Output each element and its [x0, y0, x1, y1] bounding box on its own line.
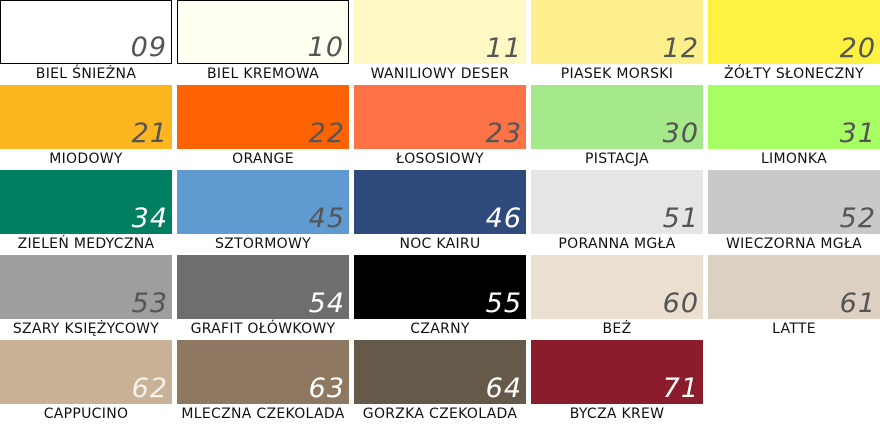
color-code: 12	[662, 33, 699, 64]
color-code: 10	[307, 32, 344, 63]
color-swatch[interactable]: 71	[531, 340, 703, 404]
color-swatch[interactable]: 09	[0, 0, 172, 64]
color-swatch-item[interactable]: 31 LIMONKA	[708, 85, 880, 170]
color-code: 61	[839, 288, 876, 319]
color-swatch[interactable]: 34	[0, 170, 172, 234]
color-swatch-item[interactable]: 64 GORZKA CZEKOLADA	[354, 340, 526, 425]
color-swatch-item[interactable]: 52 WIECZORNA MGŁA	[708, 170, 880, 255]
color-code: 53	[131, 288, 168, 319]
color-name: MLECZNA CZEKOLADA	[181, 406, 345, 422]
color-swatch[interactable]: 52	[708, 170, 880, 234]
color-name: WANILIOWY DESER	[370, 66, 510, 82]
color-code: 22	[308, 118, 345, 149]
color-name: BIEL ŚNIEŻNA	[35, 66, 137, 82]
color-code: 55	[485, 288, 522, 319]
color-code: 62	[131, 373, 168, 404]
color-swatch[interactable]: 62	[0, 340, 172, 404]
color-code: 23	[485, 118, 522, 149]
color-code: 51	[662, 203, 699, 234]
color-swatch-item[interactable]: 71 BYCZA KREW	[531, 340, 703, 425]
color-swatch[interactable]: 46	[354, 170, 526, 234]
color-name: SZARY KSIĘŻYCOWY	[12, 321, 160, 337]
color-code: 52	[839, 203, 876, 234]
color-swatch[interactable]: 11	[354, 0, 526, 64]
color-code: 31	[839, 118, 876, 149]
color-name: CZARNY	[410, 321, 470, 337]
color-swatch[interactable]: 23	[354, 85, 526, 149]
color-swatch-item[interactable]: 20 ŻÓŁTY SŁONECZNY	[708, 0, 880, 85]
color-swatch-item[interactable]: 63 MLECZNA CZEKOLADA	[177, 340, 349, 425]
color-code: 09	[130, 32, 167, 63]
color-code: 45	[308, 203, 345, 234]
color-code: 63	[308, 373, 345, 404]
color-code: 54	[308, 288, 345, 319]
color-code: 34	[131, 203, 168, 234]
color-name: GORZKA CZEKOLADA	[362, 406, 518, 422]
color-swatch-item[interactable]: 11 WANILIOWY DESER	[354, 0, 526, 85]
color-code: 71	[662, 373, 699, 404]
color-swatch-item[interactable]: 34 ZIELEŃ MEDYCZNA	[0, 170, 172, 255]
color-name: MIODOWY	[49, 151, 123, 167]
color-swatch-item[interactable]: 45 SZTORMOWY	[177, 170, 349, 255]
color-swatch-item[interactable]: 46 NOC KAIRU	[354, 170, 526, 255]
color-name: PISTACJA	[585, 151, 649, 167]
color-swatch-item[interactable]: 61 LATTE	[708, 255, 880, 340]
color-swatch-item[interactable]: 12 PIASEK MORSKI	[531, 0, 703, 85]
color-name: PIASEK MORSKI	[560, 66, 674, 82]
color-swatch[interactable]: 12	[531, 0, 703, 64]
color-swatch-item[interactable]: 23 ŁOSOSIOWY	[354, 85, 526, 170]
color-code: 46	[485, 203, 522, 234]
color-name: NOC KAIRU	[399, 236, 481, 252]
color-name: ZIELEŃ MEDYCZNA	[17, 236, 155, 252]
color-code: 30	[662, 118, 699, 149]
color-name: PORANNA MGŁA	[558, 236, 676, 252]
color-swatch[interactable]: 60	[531, 255, 703, 319]
color-swatch[interactable]: 20	[708, 0, 880, 64]
color-name: LATTE	[772, 321, 816, 337]
color-name: GRAFIT OŁÓWKOWY	[190, 321, 336, 337]
color-swatch-item[interactable]: 10 BIEL KREMOWA	[177, 0, 349, 85]
color-name: BEŻ	[602, 321, 632, 337]
color-name: LIMONKA	[760, 151, 828, 167]
color-name: WIECZORNA MGŁA	[725, 236, 862, 252]
color-code: 64	[485, 373, 522, 404]
color-swatch[interactable]: 31	[708, 85, 880, 149]
color-swatch[interactable]: 64	[354, 340, 526, 404]
color-code: 20	[839, 33, 876, 64]
color-name: BIEL KREMOWA	[207, 66, 319, 82]
color-name: SZTORMOWY	[215, 236, 311, 252]
color-swatch[interactable]: 55	[354, 255, 526, 319]
color-swatch[interactable]: 22	[177, 85, 349, 149]
color-swatch-item[interactable]: 54 GRAFIT OŁÓWKOWY	[177, 255, 349, 340]
color-name: BYCZA KREW	[569, 406, 665, 422]
color-swatch[interactable]: 63	[177, 340, 349, 404]
color-swatch[interactable]: 54	[177, 255, 349, 319]
color-code: 21	[131, 118, 168, 149]
color-name: ŻÓŁTY SŁONECZNY	[723, 66, 864, 82]
color-name: CAPPUCINO	[43, 406, 129, 422]
color-swatch-item[interactable]: 60 BEŻ	[531, 255, 703, 340]
color-swatch-item[interactable]: 21 MIODOWY	[0, 85, 172, 170]
color-swatch[interactable]: 45	[177, 170, 349, 234]
color-swatch[interactable]: 30	[531, 85, 703, 149]
color-swatch-item[interactable]: 22 ORANGE	[177, 85, 349, 170]
color-swatch-item[interactable]: 51 PORANNA MGŁA	[531, 170, 703, 255]
color-swatch-item[interactable]: 53 SZARY KSIĘŻYCOWY	[0, 255, 172, 340]
color-swatch-item[interactable]: 09 BIEL ŚNIEŻNA	[0, 0, 172, 85]
color-name: ORANGE	[232, 151, 294, 167]
color-swatch[interactable]: 10	[177, 0, 349, 64]
color-swatch[interactable]: 51	[531, 170, 703, 234]
color-code: 60	[662, 288, 699, 319]
color-name: ŁOSOSIOWY	[396, 151, 484, 167]
color-swatch[interactable]: 21	[0, 85, 172, 149]
color-swatch-item[interactable]: 55 CZARNY	[354, 255, 526, 340]
color-swatch[interactable]: 53	[0, 255, 172, 319]
color-swatch-item[interactable]: 30 PISTACJA	[531, 85, 703, 170]
color-swatch[interactable]: 61	[708, 255, 880, 319]
color-swatch-item[interactable]: 62 CAPPUCINO	[0, 340, 172, 425]
color-code: 11	[485, 33, 522, 64]
